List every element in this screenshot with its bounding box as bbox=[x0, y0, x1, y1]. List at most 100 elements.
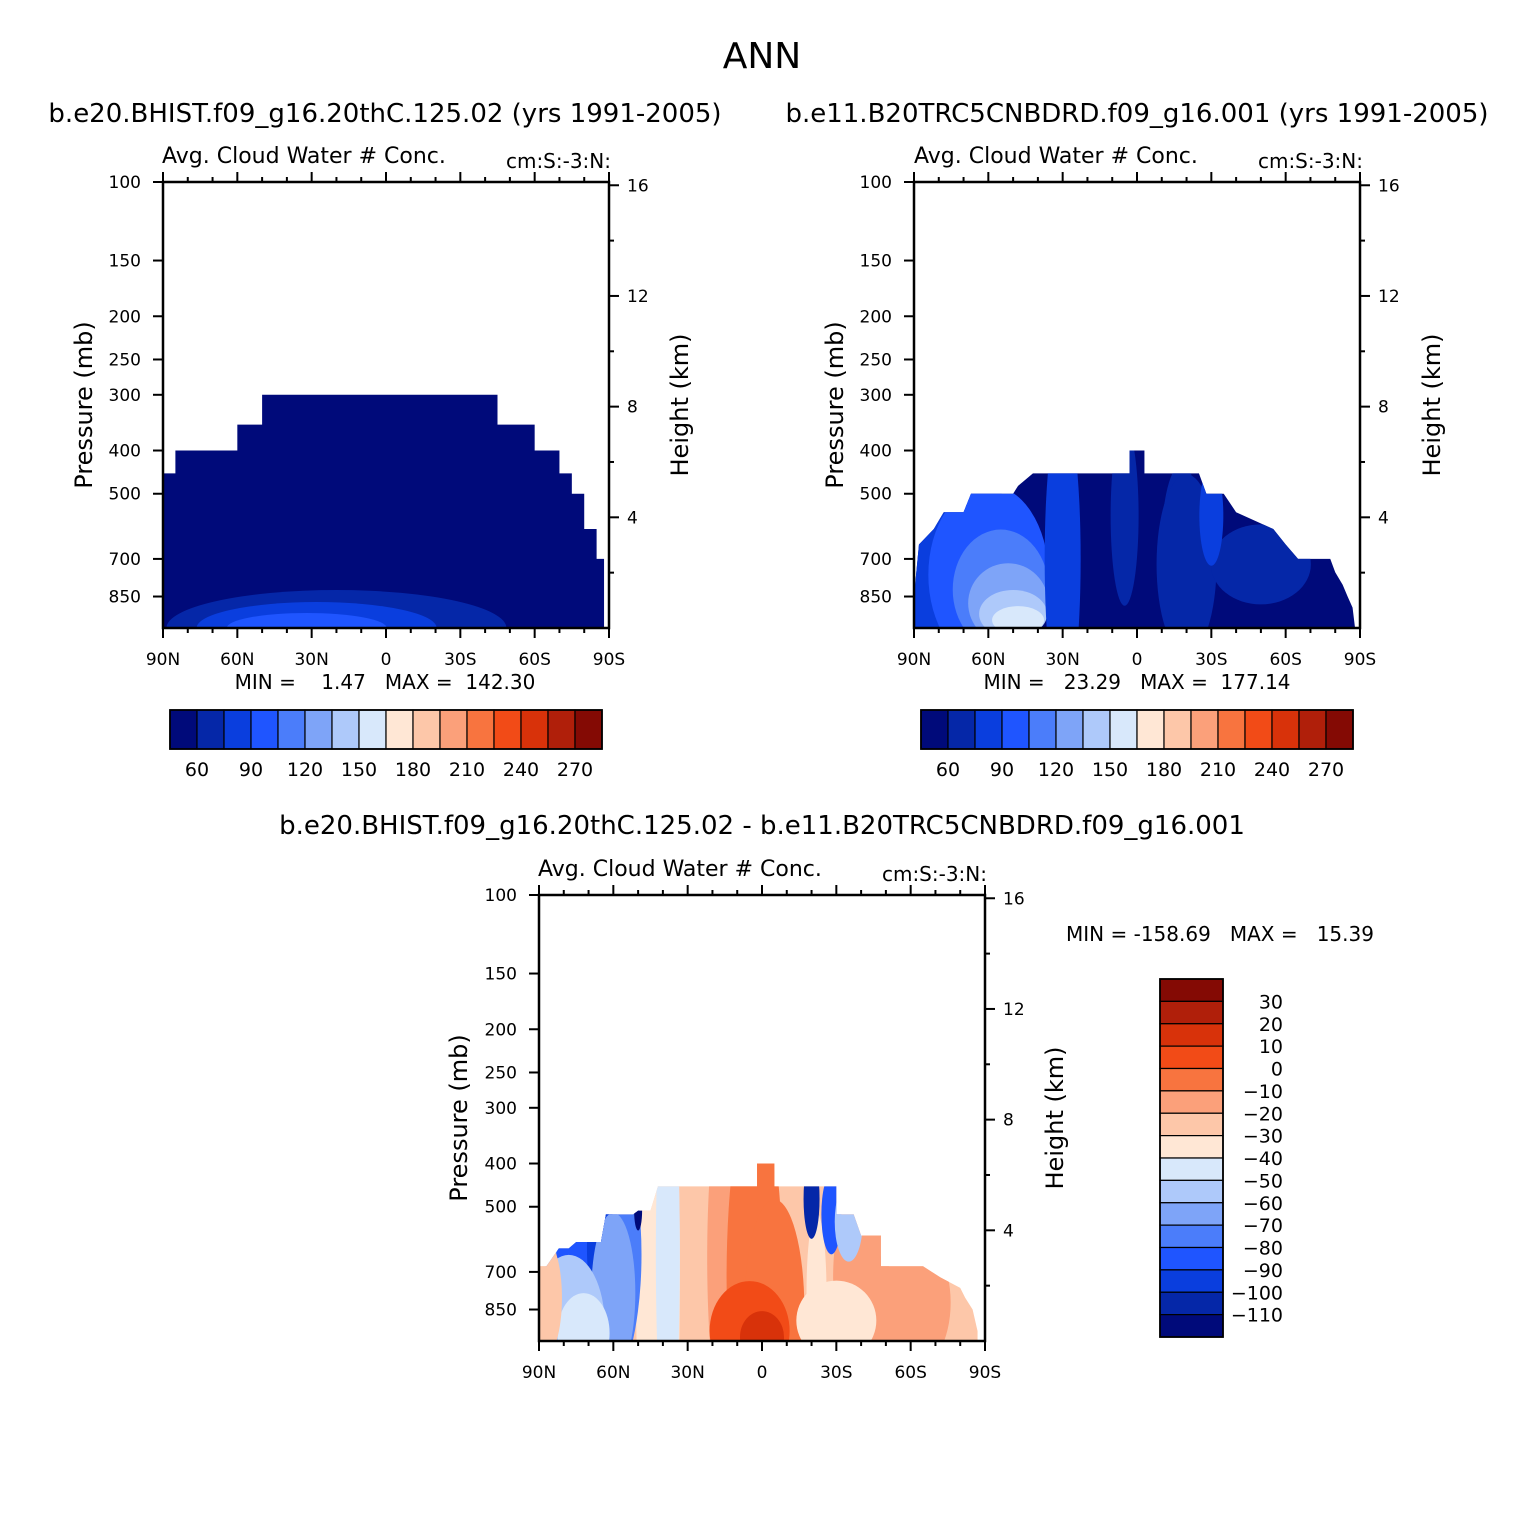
case1-colorbar-box bbox=[385, 709, 414, 750]
diff-colorbar-box bbox=[1159, 1179, 1224, 1204]
case2-axes: 90N 60N 30N 0 30S 60S 90S 100 150 200 250 300 400 500… bbox=[860, 172, 1400, 670]
diff-ytick-label: 150 bbox=[485, 965, 517, 985]
case1-colorbar-label: 60 bbox=[185, 759, 209, 781]
diff-detail bbox=[539, 1163, 951, 1341]
case1-colorbar-label: 150 bbox=[341, 759, 377, 781]
case1-colorbar-label: 180 bbox=[395, 759, 431, 781]
diff-ytick-right-label: 16 bbox=[1003, 889, 1025, 909]
case2-colorbar: 60 90 120 150 180 210 240 270 bbox=[920, 709, 1354, 781]
case2-colorbar-box bbox=[1244, 709, 1273, 750]
case1-colorbar-box bbox=[439, 709, 468, 750]
case2-colorbar-box bbox=[1001, 709, 1030, 750]
case2-ylabel-right: Height (km) bbox=[1418, 334, 1446, 477]
diff-colorbar-box bbox=[1159, 1246, 1224, 1271]
case1-colorbar-box bbox=[412, 709, 441, 750]
case1-ytick-label: 200 bbox=[109, 307, 141, 327]
case1-ylabel-right: Height (km) bbox=[666, 334, 694, 477]
diff-colorbar-box bbox=[1159, 1090, 1224, 1114]
case1-ytick-right-label: 16 bbox=[627, 176, 649, 196]
figure-title: ANN bbox=[723, 36, 802, 77]
case1-title: b.e20.BHIST.f09_g16.20thC.125.02 (yrs 19… bbox=[48, 99, 721, 129]
case1-ytick-label: 850 bbox=[109, 588, 141, 608]
diff-contour-band bbox=[740, 1311, 784, 1341]
diff-colorbar-box bbox=[1159, 978, 1224, 1002]
diff-contour-band bbox=[870, 1232, 951, 1341]
panel-difference: b.e20.BHIST.f09_g16.20thC.125.02 - b.e11… bbox=[279, 811, 1374, 1383]
diff-colorbar-label: −40 bbox=[1243, 1148, 1283, 1170]
case1-ytick-label: 500 bbox=[109, 485, 141, 505]
diff-ytick-label: 250 bbox=[485, 1063, 517, 1083]
case2-colorbar-box bbox=[1109, 709, 1138, 750]
case2-ytick-label: 400 bbox=[860, 442, 892, 462]
case2-colorbar-label: 150 bbox=[1092, 759, 1128, 781]
case2-ytick-right-label: 4 bbox=[1378, 508, 1389, 528]
diff-colorbar-box bbox=[1159, 1112, 1224, 1137]
diff-colorbar-box bbox=[1159, 1067, 1224, 1092]
diff-colorbar-frame bbox=[1159, 978, 1224, 1338]
case1-colorbar-box bbox=[277, 709, 306, 750]
case1-axes: 90N 60N 30N 0 30S 60S 90S 100 150 200 250 300 400 500… bbox=[109, 172, 649, 670]
diff-colorbar-label: 10 bbox=[1259, 1036, 1283, 1058]
case1-colorbar-label: 90 bbox=[239, 759, 263, 781]
diff-ytick-label: 850 bbox=[485, 1301, 517, 1321]
case2-colorbar-label: 60 bbox=[936, 759, 960, 781]
case2-colorbar-box bbox=[1190, 709, 1219, 750]
diff-xtick-label: 60N bbox=[596, 1363, 630, 1383]
case1-ytick-label: 300 bbox=[109, 386, 141, 406]
case2-ytick-right-label: 12 bbox=[1378, 287, 1400, 307]
diff-colorbar-label: −100 bbox=[1231, 1282, 1283, 1304]
diff-colorbar-label: 20 bbox=[1259, 1014, 1283, 1036]
case2-colorbar-label: 240 bbox=[1254, 759, 1290, 781]
case1-colorbar-box bbox=[223, 709, 252, 750]
case1-colorbar-frame bbox=[169, 709, 603, 750]
diff-colorbar-label: −30 bbox=[1243, 1126, 1283, 1148]
panel-case1: b.e20.BHIST.f09_g16.20thC.125.02 (yrs 19… bbox=[48, 99, 721, 781]
panel-case2: b.e11.B20TRC5CNBDRD.f09_g16.001 (yrs 199… bbox=[785, 99, 1488, 781]
diff-ylabel-right: Height (km) bbox=[1041, 1047, 1069, 1190]
diff-colorbar-box bbox=[1159, 1224, 1224, 1249]
diff-xtick-label: 60S bbox=[894, 1363, 926, 1383]
diff-colorbar-label: −80 bbox=[1243, 1238, 1283, 1260]
case2-contour-band bbox=[1110, 450, 1139, 606]
diff-colorbar-box bbox=[1159, 1023, 1224, 1047]
diff-colorbar-box bbox=[1159, 1000, 1224, 1025]
diff-ytick-label: 400 bbox=[485, 1155, 517, 1175]
case2-xtick-label: 30S bbox=[1195, 650, 1227, 670]
case1-subtitle-right: cm:S:-3:N: bbox=[506, 149, 611, 173]
diff-xtick-label: 30N bbox=[670, 1363, 704, 1383]
diff-colorbar-box bbox=[1159, 1157, 1224, 1181]
diff-colorbar-box bbox=[1159, 1135, 1224, 1159]
case2-colorbar-box bbox=[1271, 709, 1300, 750]
case1-xtick-label: 60S bbox=[518, 650, 550, 670]
case1-ytick-label: 150 bbox=[109, 252, 141, 272]
case1-colorbar-box bbox=[493, 709, 522, 750]
diff-ytick-label: 500 bbox=[485, 1198, 517, 1218]
case1-cloud-field bbox=[163, 394, 605, 628]
diff-contour-band bbox=[557, 1293, 610, 1341]
diff-subtitle-left: Avg. Cloud Water # Conc. bbox=[538, 857, 822, 882]
diff-colorbar-box bbox=[1159, 1202, 1224, 1226]
case2-contour-band bbox=[1044, 450, 1081, 628]
case1-colorbar-box bbox=[250, 709, 279, 750]
case1-field bbox=[163, 394, 605, 628]
case1-xtick-label: 60N bbox=[220, 650, 254, 670]
case2-ytick-label: 700 bbox=[860, 550, 892, 570]
case1-colorbar-box bbox=[169, 709, 198, 750]
case2-xtick-label: 30N bbox=[1045, 650, 1079, 670]
case1-colorbar-label: 120 bbox=[287, 759, 323, 781]
diff-xtick-label: 90S bbox=[969, 1363, 1001, 1383]
case2-colorbar-box bbox=[1055, 709, 1084, 750]
case2-ytick-label: 500 bbox=[860, 485, 892, 505]
case2-stats: MIN = 23.29 MAX = 177.14 bbox=[983, 670, 1290, 694]
diff-colorbar-label: −90 bbox=[1243, 1260, 1283, 1282]
diff-colorbar-label: −70 bbox=[1243, 1215, 1283, 1237]
case1-xtick-label: 30S bbox=[444, 650, 476, 670]
case2-colorbar-label: 90 bbox=[990, 759, 1014, 781]
diff-ytick-label: 700 bbox=[485, 1263, 517, 1283]
case2-colorbar-label: 120 bbox=[1038, 759, 1074, 781]
case2-contour-band bbox=[1210, 524, 1311, 605]
diff-ytick-label: 100 bbox=[485, 886, 517, 906]
case1-ytick-label: 250 bbox=[109, 350, 141, 370]
case2-ytick-label: 250 bbox=[860, 350, 892, 370]
